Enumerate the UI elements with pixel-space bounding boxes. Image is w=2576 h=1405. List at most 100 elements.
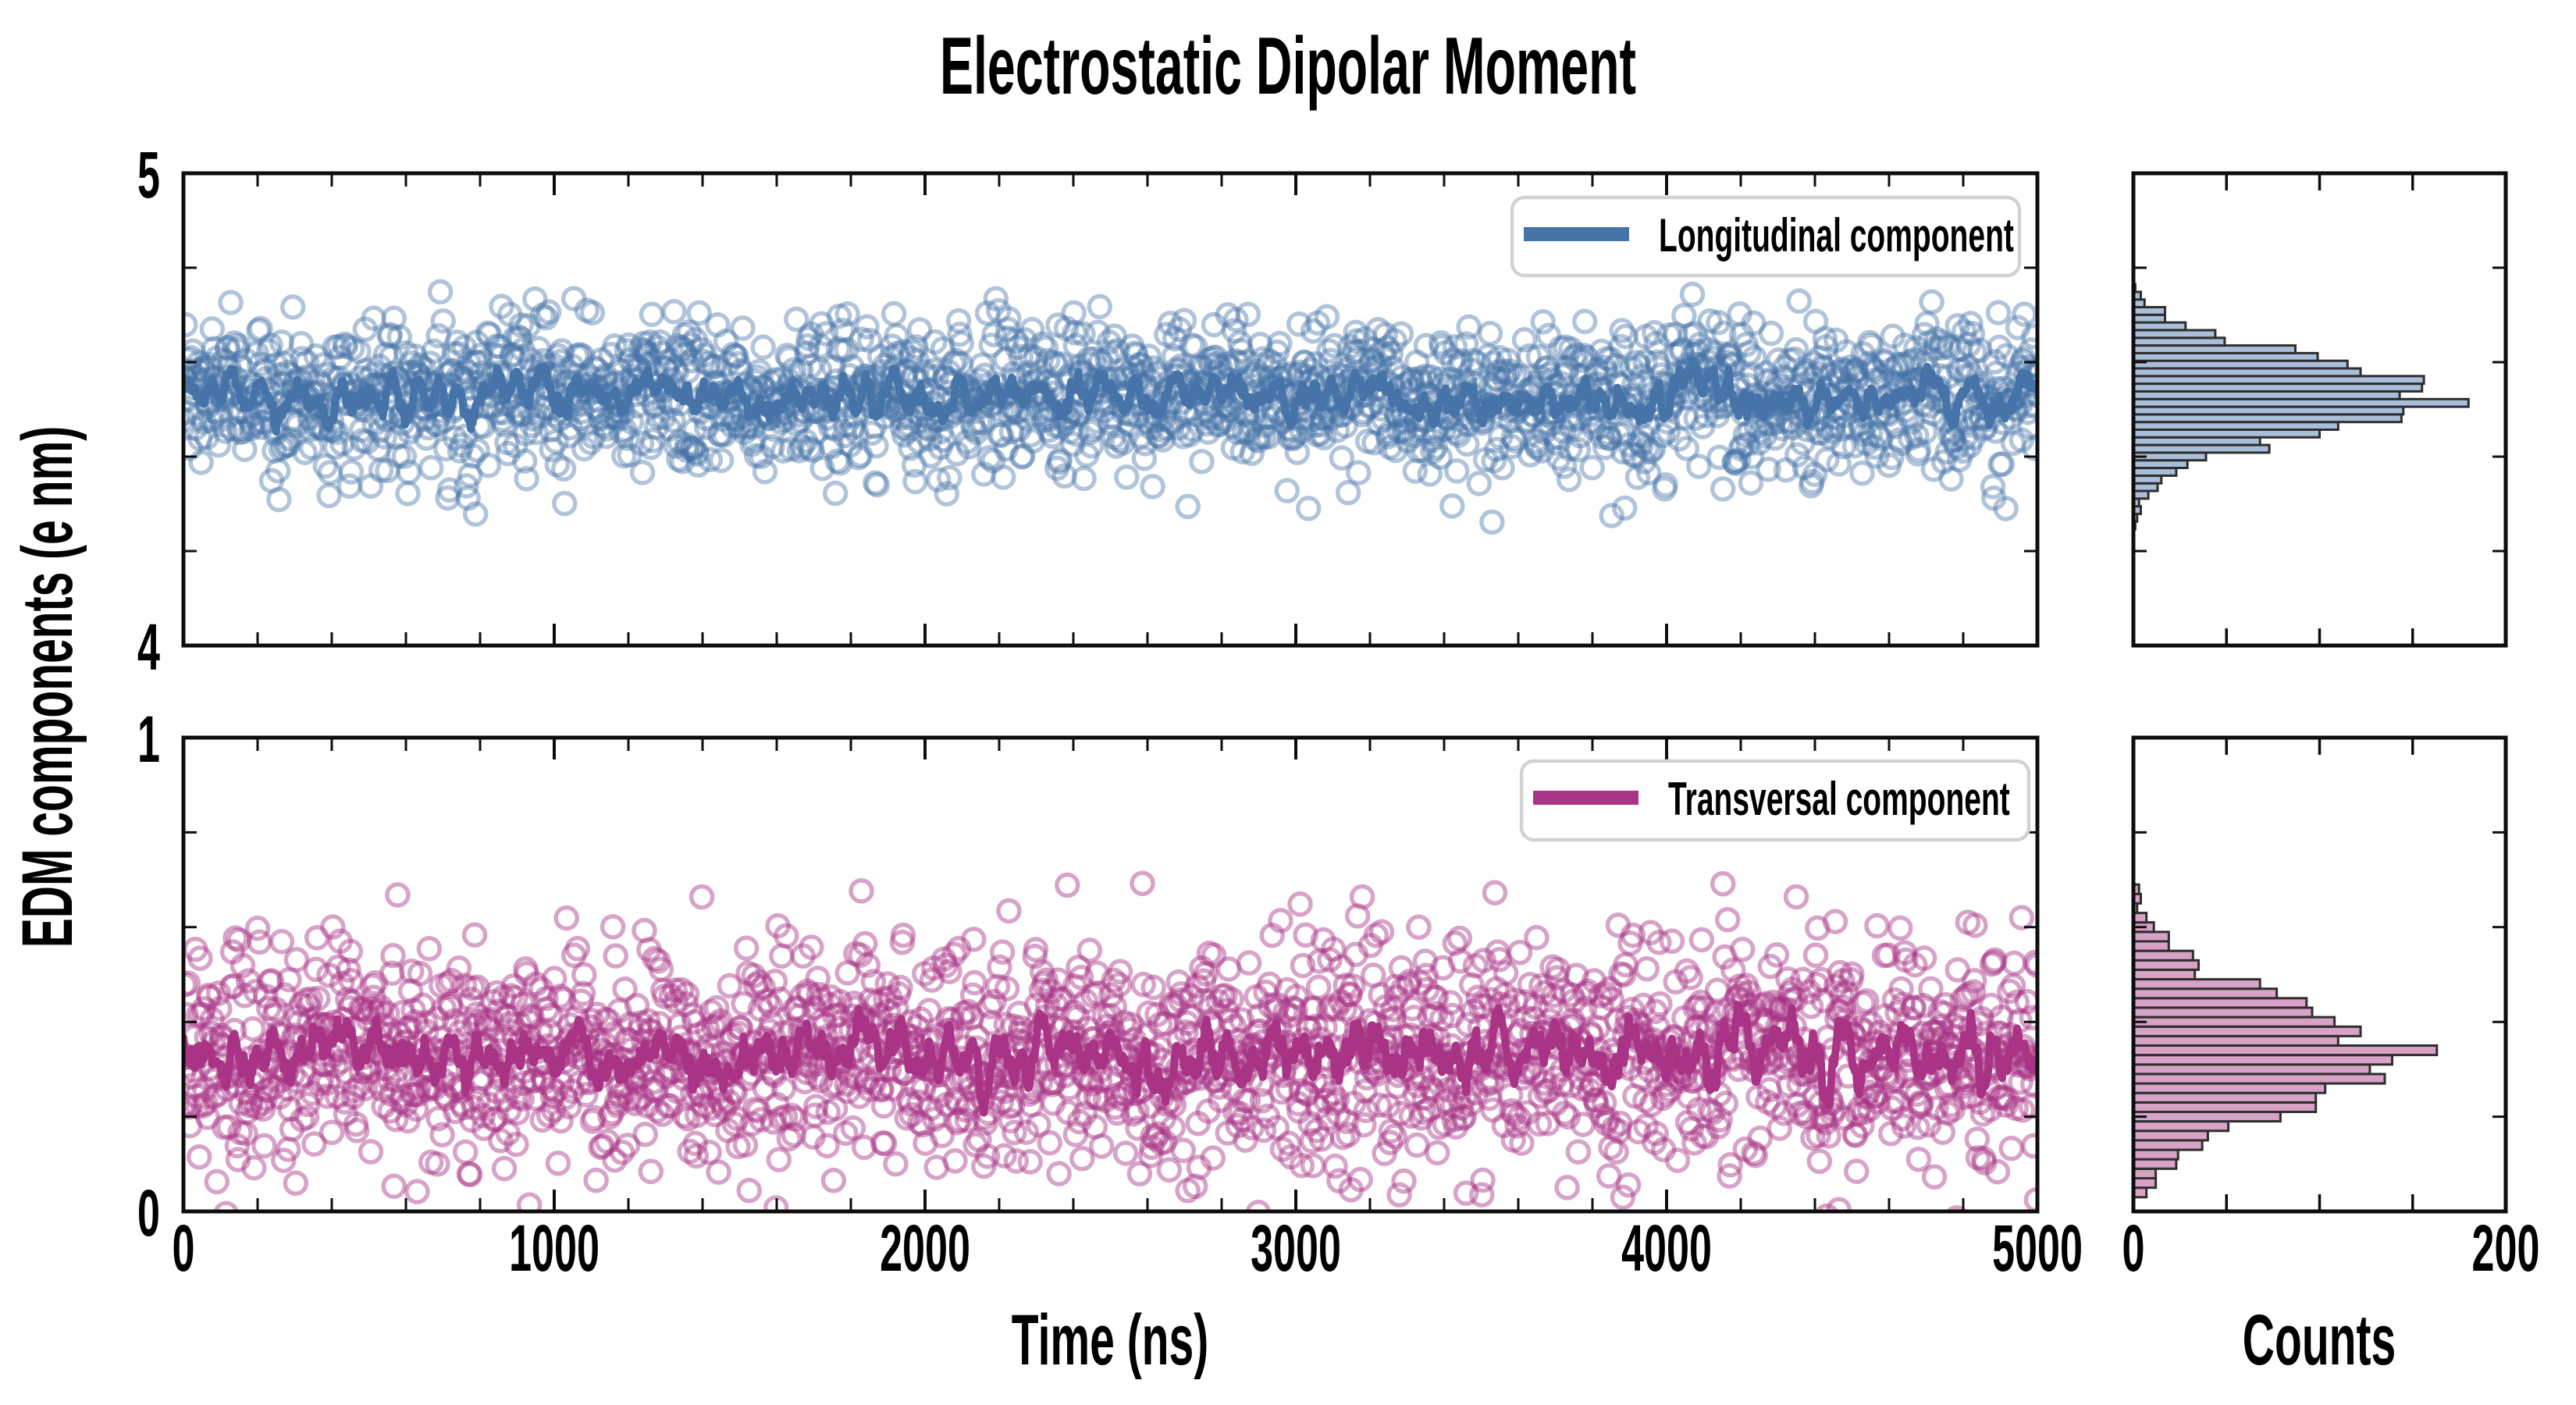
scatter-point	[439, 358, 464, 385]
scatter-point	[1252, 412, 1278, 439]
scatter-point	[2008, 905, 2035, 930]
scatter-point	[187, 425, 213, 452]
scatter-point	[415, 1076, 441, 1103]
scatter-point	[980, 448, 1006, 474]
scatter-point	[348, 417, 375, 443]
scatter-point	[393, 1092, 419, 1118]
scatter-point	[1163, 362, 1189, 389]
scatter-point	[329, 430, 355, 457]
scatter-point	[899, 339, 926, 365]
scatter-point	[1522, 429, 1549, 455]
scatter-point	[1041, 350, 1067, 375]
scatter-point	[245, 318, 272, 343]
scatter-point	[407, 960, 433, 987]
scatter-point	[776, 346, 802, 372]
scatter-point	[1215, 397, 1242, 424]
scatter-point	[1928, 335, 1954, 361]
scatter-point	[553, 905, 579, 931]
scatter-point	[1627, 429, 1653, 456]
scatter-point	[284, 1004, 311, 1030]
scatter-point	[1603, 353, 1629, 379]
scatter-point	[358, 1139, 384, 1165]
scatter-point	[1770, 364, 1796, 390]
scatter-point	[794, 340, 820, 366]
scatter-point	[368, 457, 394, 483]
scatter-point	[1359, 347, 1386, 373]
scatter-point	[1930, 449, 1957, 475]
scatter-point	[358, 473, 384, 499]
scatter-point	[1643, 330, 1669, 357]
scatter-point	[1036, 418, 1062, 443]
scatter-point	[1879, 444, 1905, 471]
scatter-point	[942, 1147, 968, 1174]
scatter-point	[535, 299, 562, 325]
scatter-point	[1144, 360, 1169, 386]
xtick-label-3000: 3000	[1251, 1211, 1341, 1285]
scatter-point	[1946, 446, 1973, 473]
scatter-point	[198, 1020, 224, 1046]
scatter-point	[1687, 332, 1713, 357]
scatter-point	[1208, 405, 1234, 431]
scatter-point	[863, 470, 888, 496]
scatter-point	[1957, 432, 1983, 459]
scatter-point	[720, 341, 746, 368]
scatter-point	[276, 966, 302, 993]
scatter-point	[1820, 413, 1846, 439]
scatter-point	[913, 363, 938, 389]
scatter-point	[549, 338, 575, 364]
scatter-point	[1395, 428, 1421, 454]
scatter-point	[265, 457, 291, 484]
scatter-point	[219, 415, 245, 442]
scatter-point	[1783, 884, 1809, 910]
scatter-point	[898, 345, 924, 371]
scatter-point	[849, 326, 874, 352]
scatter-point	[1784, 442, 1810, 468]
scatter-point	[1735, 431, 1761, 457]
scatter-point	[1391, 1168, 1417, 1194]
scatter-point	[1046, 1161, 1072, 1186]
scatter-point	[238, 1087, 264, 1113]
scatter-point	[1129, 352, 1155, 379]
scatter-point	[204, 345, 230, 372]
scatter-point	[1361, 336, 1386, 362]
scatter-point	[904, 348, 930, 374]
scatter-point	[696, 351, 721, 377]
scatter-point	[1029, 331, 1055, 357]
scatter-point	[212, 1114, 237, 1140]
scatter-point	[678, 332, 704, 357]
scatter-point	[1849, 461, 1875, 486]
scatter-point	[954, 429, 980, 455]
scatter-point	[1972, 416, 1998, 442]
scatter-point	[597, 404, 623, 430]
scatter-point	[1565, 436, 1592, 463]
scatter-point	[312, 453, 339, 479]
scatter-point	[1812, 325, 1838, 351]
scatter-point	[1298, 357, 1324, 383]
scatter-point	[1551, 454, 1578, 479]
scatter-point	[1726, 446, 1752, 473]
scatter-point	[1486, 344, 1513, 371]
scatter-point	[1243, 426, 1268, 452]
scatter-point	[1484, 436, 1510, 463]
counts-tick-label-200: 200	[2472, 1211, 2540, 1285]
scatter-point	[888, 404, 914, 431]
scatter-point	[410, 992, 436, 1019]
scatter-point	[1951, 318, 1977, 345]
histogram-bar	[2133, 987, 2279, 1000]
ytick-label-top-4: 4	[137, 610, 160, 684]
scatter-point	[452, 1139, 479, 1165]
scatter-point	[1110, 430, 1136, 456]
scatter-point	[1003, 328, 1030, 354]
scatter-point	[741, 427, 767, 454]
scatter-point	[1610, 439, 1636, 465]
scatter-point	[228, 1090, 254, 1116]
scatter-point	[528, 403, 553, 429]
scatter-point	[241, 1154, 267, 1181]
scatter-point	[1071, 465, 1097, 492]
scatter-point	[1727, 301, 1752, 327]
scatter-point	[337, 938, 364, 964]
scatter-point	[190, 409, 217, 435]
scatter-point	[240, 1016, 266, 1042]
scatter-point	[434, 1085, 460, 1112]
scatter-point	[1948, 336, 1973, 362]
